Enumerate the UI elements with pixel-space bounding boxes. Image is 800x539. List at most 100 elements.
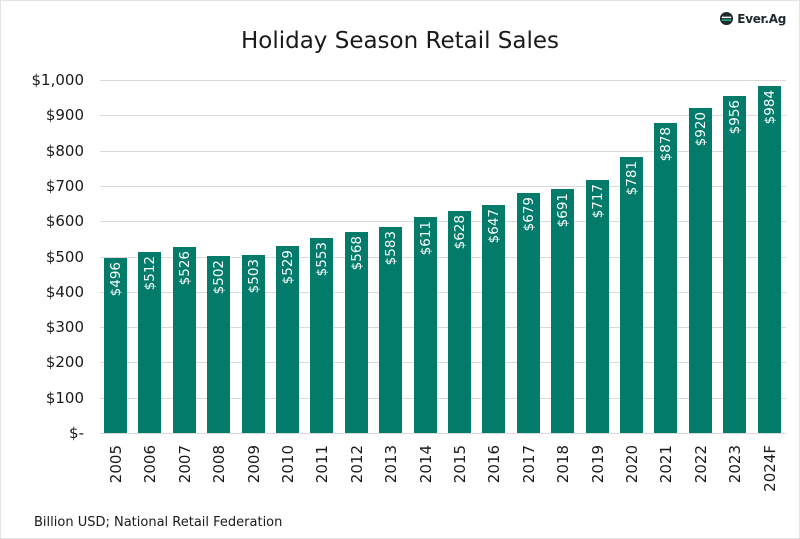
x-axis-tick-label: 2016	[484, 445, 503, 484]
bar-value-label: $781	[623, 161, 640, 196]
bar-value-label: $529	[279, 250, 296, 285]
y-axis-tick-label: $900	[45, 106, 84, 125]
x-axis-tick-label: 2011	[312, 445, 331, 484]
bar: $502	[207, 256, 230, 433]
bar-value-label: $984	[761, 90, 778, 125]
x-axis-tick-label: 2017	[519, 445, 538, 484]
bar: $526	[173, 247, 196, 433]
gridline	[100, 221, 786, 222]
gridline	[100, 327, 786, 328]
gridline	[100, 292, 786, 293]
bar-value-label: $628	[451, 215, 468, 250]
x-axis-tick: 2016	[482, 445, 505, 520]
bar: $628	[448, 211, 471, 433]
bar: $956	[723, 96, 746, 433]
brand-logo: Ever.Ag	[719, 11, 786, 26]
x-axis-tick: 2010	[276, 445, 299, 520]
chart-title: Holiday Season Retail Sales	[240, 28, 560, 54]
gridline	[100, 362, 786, 363]
y-axis-tick-label: $1,000	[31, 71, 85, 89]
x-axis-tick: 2006	[138, 445, 161, 520]
x-axis-tick-label: 2013	[381, 445, 400, 484]
x-axis-tick: 2019	[586, 445, 609, 520]
x-axis-tick: 2018	[551, 445, 574, 520]
x-axis-tick-label: 2014	[416, 445, 435, 484]
bar: $529	[276, 246, 299, 433]
bar: $512	[138, 252, 161, 433]
source-note: Billion USD; National Retail Federation	[34, 515, 283, 530]
x-axis-tick-label: 2007	[175, 445, 194, 484]
bar: $878	[654, 123, 677, 433]
x-axis-tick-label: 2021	[656, 445, 675, 484]
bar-value-label: $920	[692, 112, 709, 147]
y-axis-tick-label: $800	[45, 141, 84, 160]
bar-value-label: $878	[657, 127, 674, 162]
x-axis-tick: 2017	[517, 445, 540, 520]
bar: $553	[310, 238, 333, 433]
bar-value-label: $691	[554, 193, 571, 228]
y-axis-tick-label: $400	[45, 282, 84, 301]
bar: $503	[242, 255, 265, 433]
bar: $583	[379, 227, 402, 433]
y-axis-tick-label: $-	[69, 424, 84, 442]
bar: $647	[482, 205, 505, 433]
x-axis-tick-label: 2006	[140, 445, 159, 484]
x-axis-tick: 2020	[620, 445, 643, 520]
x-axis-tick-label: 2015	[450, 445, 469, 484]
gridline	[100, 186, 786, 187]
x-axis-tick-label: 2023	[725, 445, 744, 484]
x-axis-tick-label: 2018	[553, 445, 572, 484]
x-axis-tick: 2008	[207, 445, 230, 520]
y-axis-tick-label: $100	[45, 388, 84, 407]
bar-value-label: $583	[382, 231, 399, 266]
y-axis-tick-label: $200	[45, 353, 84, 372]
x-axis-tick-label: 2019	[588, 445, 607, 484]
x-axis-tick: 2012	[345, 445, 368, 520]
bar-value-label: $553	[313, 242, 330, 277]
x-axis-tick: 2024F	[758, 445, 781, 520]
x-axis-tick: 2009	[242, 445, 265, 520]
bar: $984	[758, 86, 781, 433]
bar-value-label: $502	[210, 260, 227, 295]
x-axis-tick: 2007	[173, 445, 196, 520]
x-axis-tick-label: 2022	[691, 445, 710, 484]
x-axis-tick: 2013	[379, 445, 402, 520]
x-axis-tick-label: 2009	[244, 445, 263, 484]
bar-value-label: $526	[176, 251, 193, 286]
x-axis-tick: 2015	[448, 445, 471, 520]
bar-value-label: $717	[589, 184, 606, 219]
y-axis-tick-label: $700	[45, 176, 84, 195]
y-axis-tick-label: $500	[45, 247, 84, 266]
x-axis-tick: 2014	[414, 445, 437, 520]
bar: $691	[551, 189, 574, 433]
bar: $568	[345, 232, 368, 433]
x-axis-tick-label: 2024F	[760, 445, 779, 492]
x-axis-tick-label: 2012	[347, 445, 366, 484]
bar-value-label: $647	[485, 209, 502, 244]
bar: $781	[620, 157, 643, 433]
x-axis-tick-label: 2010	[278, 445, 297, 484]
x-axis-tick: 2022	[689, 445, 712, 520]
x-axis-tick: 2023	[723, 445, 746, 520]
bar: $920	[689, 108, 712, 433]
bar-value-label: $496	[107, 262, 124, 297]
bar-value-label: $679	[520, 197, 537, 232]
gridline	[100, 433, 786, 434]
ever-ag-logo-icon	[720, 11, 734, 26]
bar-value-label: $956	[726, 100, 743, 135]
x-axis-tick-label: 2005	[106, 445, 125, 484]
y-axis-tick-label: $300	[45, 318, 84, 337]
gridline	[100, 115, 786, 116]
bar-value-label: $503	[245, 259, 262, 294]
x-axis-tick: 2021	[654, 445, 677, 520]
bar: $611	[414, 217, 437, 433]
bar-value-label: $568	[348, 236, 365, 271]
x-axis-tick-label: 2020	[622, 445, 641, 484]
gridline	[100, 398, 786, 399]
x-axis-tick-label: 2008	[209, 445, 228, 484]
bar-value-label: $611	[417, 221, 434, 256]
gridline	[100, 257, 786, 258]
bar: $679	[517, 193, 540, 433]
gridline	[100, 80, 786, 81]
